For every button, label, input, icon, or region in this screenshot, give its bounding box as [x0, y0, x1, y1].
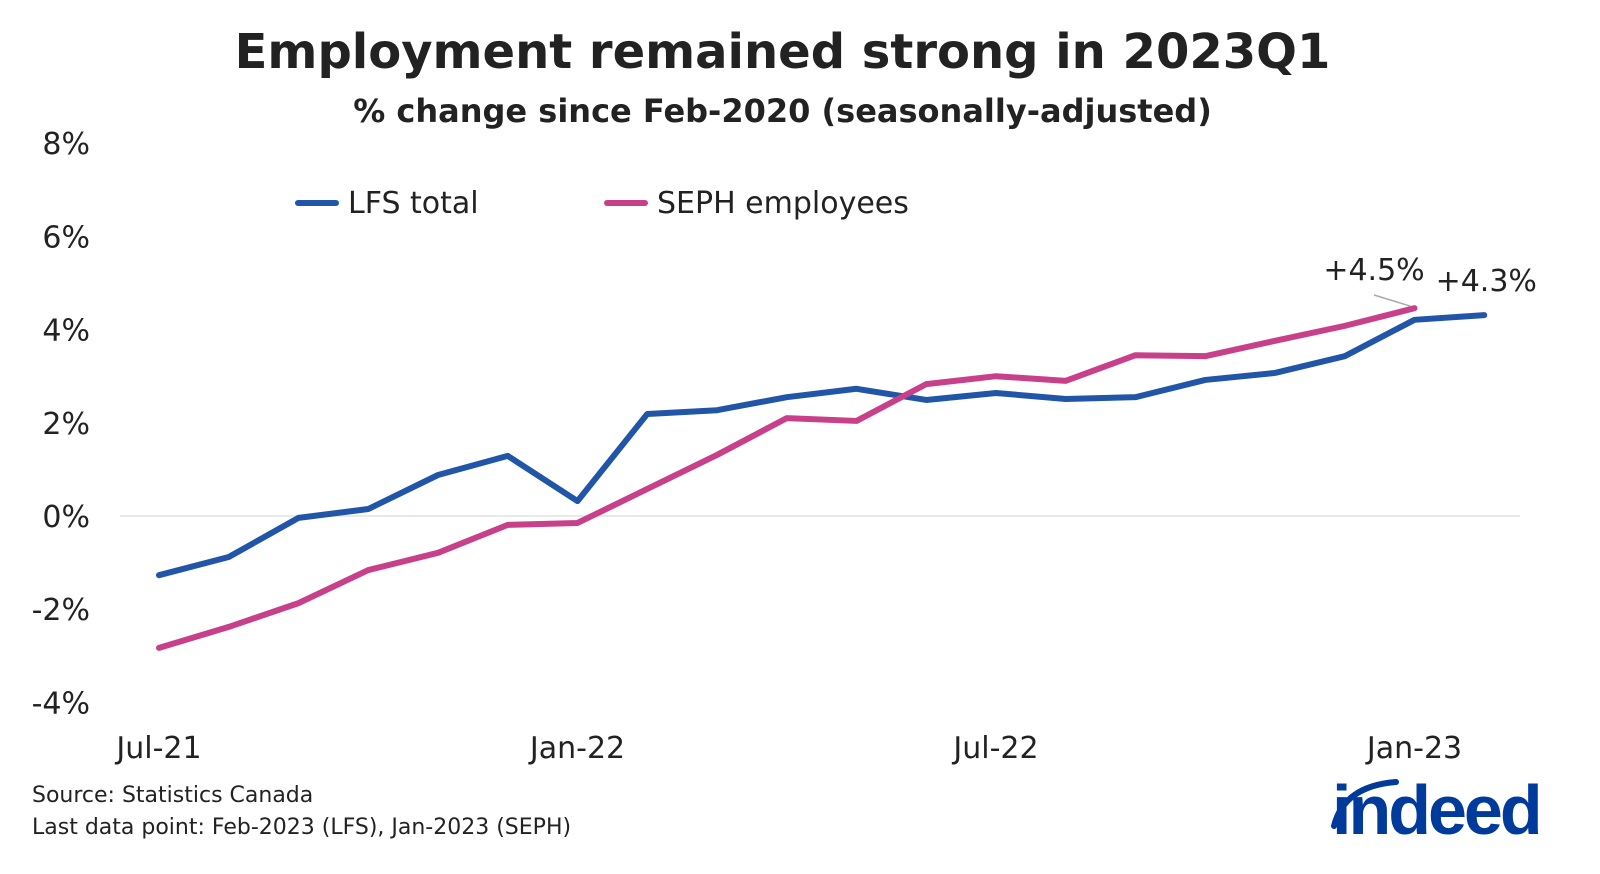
- chart-subtitle: % change since Feb-2020 (seasonally-adju…: [353, 92, 1212, 130]
- logo-text: indeed: [1332, 771, 1543, 849]
- last-data-note: Last data point: Feb-2023 (LFS), Jan-202…: [32, 815, 572, 840]
- end-value-label: +4.3%: [1436, 264, 1537, 299]
- y-tick-label: -4%: [32, 686, 90, 721]
- indeed-logo: indeed: [1326, 771, 1546, 856]
- y-tick-label: 0%: [42, 500, 90, 535]
- x-tick-label: Jan-23: [1365, 731, 1462, 766]
- x-tick-label: Jul-22: [951, 731, 1038, 766]
- series-line-lfs: [156, 312, 1488, 579]
- y-tick-label: 8%: [42, 127, 90, 162]
- logo-arc-icon: [1331, 779, 1399, 829]
- x-tick-label: Jul-21: [114, 731, 201, 766]
- y-tick-label: 4%: [42, 314, 90, 349]
- y-tick-label: -2%: [32, 593, 90, 628]
- source-note: Source: Statistics Canada: [32, 783, 314, 808]
- legend-label: LFS total: [348, 186, 479, 221]
- x-tick-label: Jan-22: [528, 731, 625, 766]
- series-line-seph: [156, 305, 1418, 651]
- legend-label: SEPH employees: [657, 186, 909, 221]
- end-value-label: +4.5%: [1323, 253, 1424, 288]
- label-leader-line: [1373, 294, 1411, 307]
- y-tick-label: 2%: [42, 407, 90, 442]
- y-tick-label: 6%: [42, 220, 90, 255]
- chart-title: Employment remained strong in 2023Q1: [234, 24, 1331, 80]
